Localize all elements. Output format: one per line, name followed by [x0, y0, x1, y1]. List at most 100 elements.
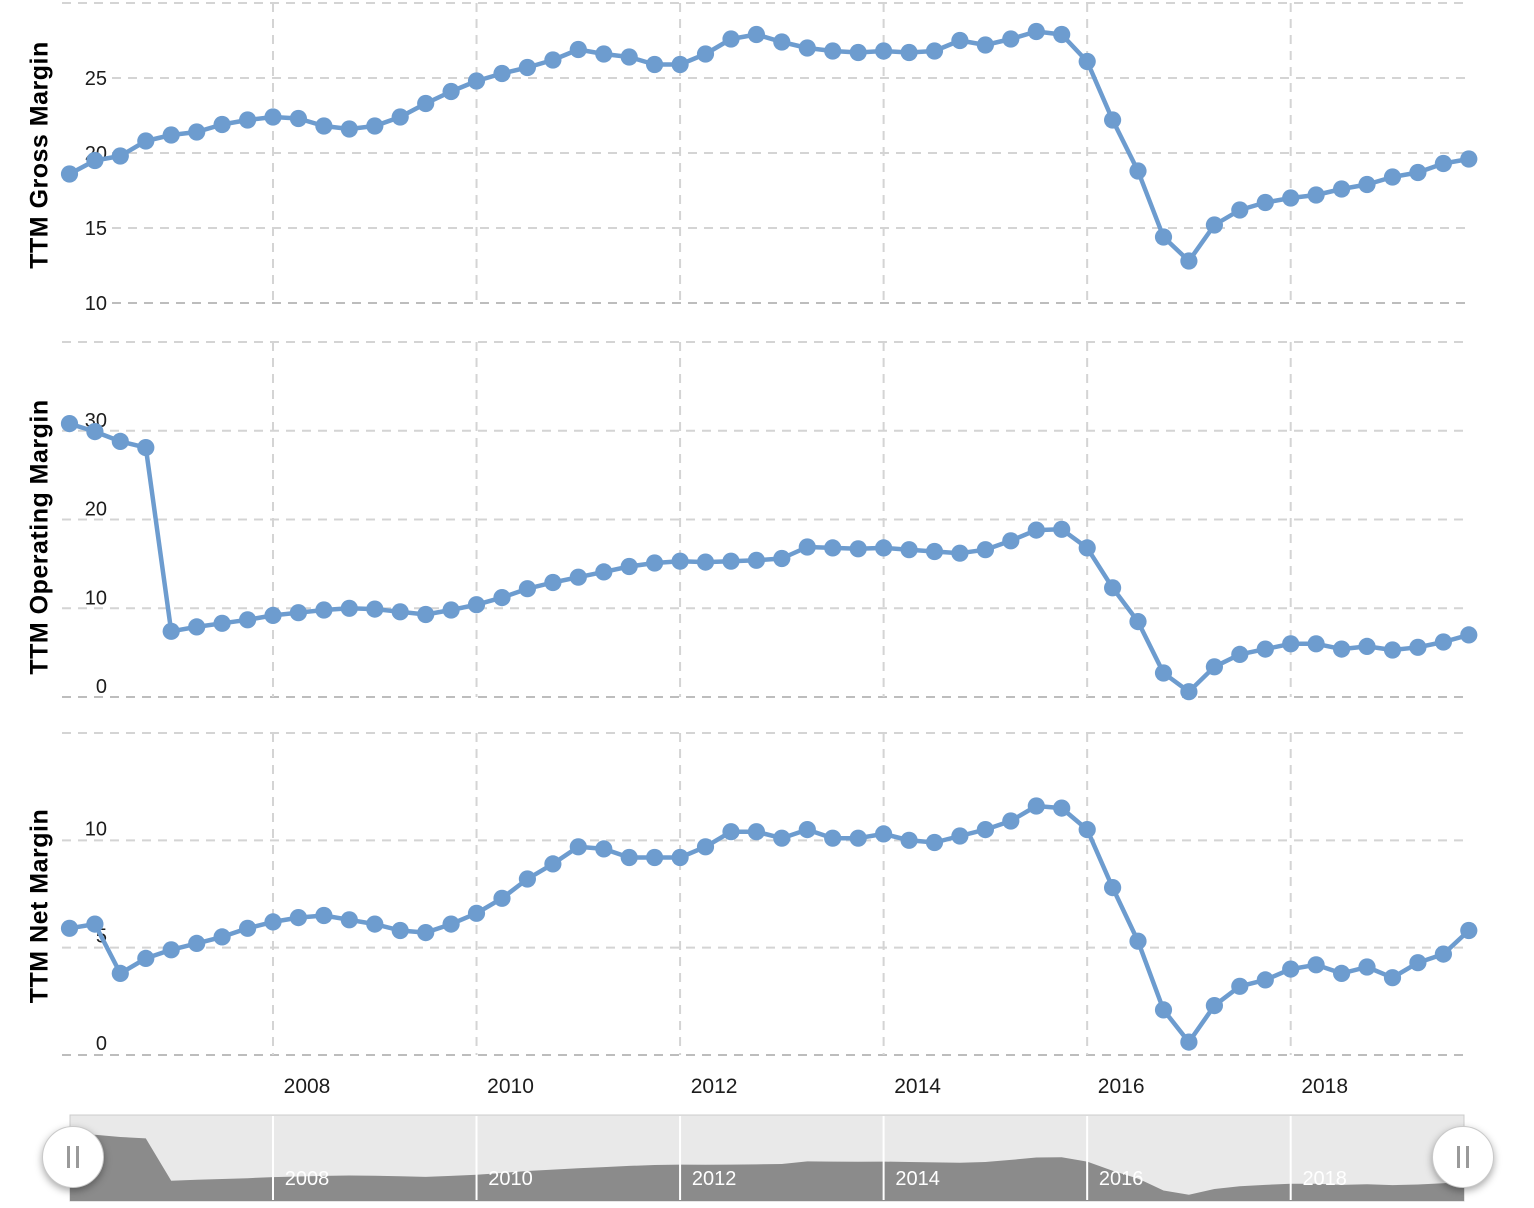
series-point[interactable]: [1104, 579, 1122, 597]
series-point[interactable]: [289, 909, 307, 927]
series-point[interactable]: [213, 115, 231, 134]
series-point[interactable]: [162, 126, 180, 144]
series-point[interactable]: [137, 949, 155, 968]
series-point[interactable]: [646, 848, 664, 867]
series-point[interactable]: [1027, 521, 1045, 539]
series-point[interactable]: [569, 838, 587, 856]
series-point[interactable]: [239, 919, 257, 937]
series-point[interactable]: [595, 563, 613, 581]
series-point[interactable]: [951, 31, 969, 50]
series-point[interactable]: [442, 601, 460, 619]
series-point[interactable]: [1104, 111, 1122, 129]
series-point[interactable]: [366, 600, 384, 618]
series-point[interactable]: [1180, 252, 1198, 270]
series-point[interactable]: [111, 147, 129, 165]
series-point[interactable]: [213, 928, 231, 946]
series-point[interactable]: [391, 603, 409, 621]
series-point[interactable]: [1358, 958, 1376, 976]
series-point[interactable]: [925, 833, 944, 852]
series-point[interactable]: [824, 539, 842, 557]
series-point[interactable]: [518, 58, 537, 77]
series-point[interactable]: [467, 72, 486, 90]
series-point[interactable]: [849, 43, 867, 62]
series-point[interactable]: [1154, 228, 1173, 246]
series-point[interactable]: [467, 596, 486, 614]
series-point[interactable]: [1460, 626, 1478, 644]
series-point[interactable]: [366, 117, 384, 135]
series-point[interactable]: [875, 825, 893, 843]
series-point[interactable]: [722, 552, 740, 570]
series-point[interactable]: [595, 840, 613, 858]
series-point[interactable]: [1358, 175, 1376, 194]
series-point[interactable]: [849, 540, 867, 558]
series-point[interactable]: [1078, 52, 1096, 71]
series-point[interactable]: [1129, 162, 1147, 180]
series-point[interactable]: [1460, 921, 1478, 940]
series-point[interactable]: [417, 94, 435, 113]
series-point[interactable]: [137, 439, 155, 457]
series-point[interactable]: [1129, 613, 1147, 631]
series-point[interactable]: [1434, 154, 1452, 173]
series-point[interactable]: [188, 934, 206, 953]
series-point[interactable]: [1027, 22, 1045, 41]
series-point[interactable]: [544, 51, 562, 69]
series-point[interactable]: [162, 941, 180, 959]
series-point[interactable]: [1231, 201, 1249, 219]
series-point[interactable]: [1002, 532, 1020, 550]
series-point[interactable]: [773, 549, 791, 568]
series-point[interactable]: [1256, 971, 1274, 989]
series-point[interactable]: [798, 538, 816, 556]
series-point[interactable]: [1002, 30, 1020, 48]
series-point[interactable]: [900, 541, 918, 559]
series-point[interactable]: [1205, 216, 1223, 234]
series-point[interactable]: [417, 605, 435, 624]
series-point[interactable]: [595, 45, 613, 63]
series-point[interactable]: [518, 870, 537, 888]
series-point[interactable]: [875, 539, 893, 557]
series-point[interactable]: [696, 45, 715, 63]
series-point[interactable]: [60, 415, 79, 433]
series-point[interactable]: [1383, 641, 1402, 659]
series-point[interactable]: [493, 589, 511, 607]
series-point[interactable]: [366, 915, 384, 933]
series-point[interactable]: [340, 911, 358, 929]
series-point[interactable]: [951, 827, 969, 845]
series-point[interactable]: [417, 924, 435, 942]
series-point[interactable]: [1256, 193, 1274, 212]
navigator-left-handle[interactable]: [42, 1126, 104, 1188]
series-point[interactable]: [1383, 969, 1402, 987]
series-point[interactable]: [646, 55, 664, 74]
series-point[interactable]: [1154, 664, 1173, 682]
series-point[interactable]: [1409, 954, 1427, 972]
series-point[interactable]: [391, 921, 409, 940]
series-point[interactable]: [773, 33, 791, 51]
series-point[interactable]: [1282, 189, 1300, 207]
series-point[interactable]: [493, 64, 511, 83]
series-point[interactable]: [1129, 932, 1147, 950]
series-point[interactable]: [442, 915, 460, 933]
series-point[interactable]: [315, 906, 333, 925]
series-point[interactable]: [646, 554, 664, 572]
series-point[interactable]: [264, 606, 282, 625]
series-point[interactable]: [340, 599, 358, 617]
series-point[interactable]: [976, 541, 995, 559]
series-point[interactable]: [1053, 520, 1071, 538]
series-point[interactable]: [1180, 1033, 1198, 1051]
series-point[interactable]: [747, 551, 766, 569]
series-point[interactable]: [315, 117, 333, 135]
series-point[interactable]: [60, 919, 79, 937]
series-point[interactable]: [722, 823, 740, 841]
series-point[interactable]: [188, 123, 206, 141]
series-point[interactable]: [696, 838, 715, 856]
series-point[interactable]: [620, 48, 638, 66]
series-point[interactable]: [391, 108, 409, 126]
series-point[interactable]: [671, 552, 689, 570]
series-point[interactable]: [315, 601, 333, 619]
series-point[interactable]: [1205, 997, 1223, 1015]
series-point[interactable]: [1205, 658, 1223, 676]
series-point[interactable]: [544, 855, 562, 873]
series-line[interactable]: [67, 29, 1472, 264]
series-point[interactable]: [824, 42, 842, 60]
series-point[interactable]: [620, 557, 638, 576]
